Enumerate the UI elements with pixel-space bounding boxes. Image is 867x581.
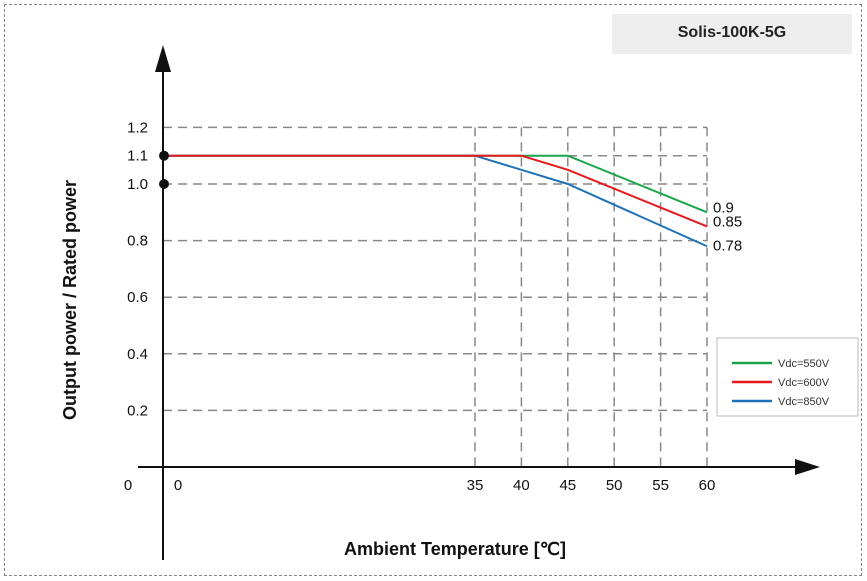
x-tick-label: 60 <box>699 477 716 494</box>
axis-marker-dot <box>159 150 169 161</box>
model-label: Solis-100K-5G <box>677 24 787 41</box>
axes <box>138 45 820 560</box>
axis-marker-dot <box>159 179 169 189</box>
x-tick-label: 55 <box>652 477 669 494</box>
legend-entry-label: Vdc=600V <box>778 377 830 389</box>
end-labels: 0.90.85 0.78 <box>713 199 742 254</box>
legend-box <box>716 337 859 417</box>
y-tick-label: 0.8 <box>127 233 148 250</box>
y-tick-label: 1.0 <box>127 176 148 193</box>
end-value-label: 0.9 <box>713 199 734 216</box>
markers <box>159 150 169 189</box>
y-axis-title: Output power / Rated power <box>60 180 80 420</box>
x-axis-title: Ambient Temperature [℃] <box>344 539 566 559</box>
end-value-label: 0.85 <box>713 213 742 230</box>
y-tick-label: 1.1 <box>127 148 148 165</box>
origin-label: 0 <box>124 477 132 494</box>
x-axis-arrow <box>795 459 820 475</box>
y-tick-label: 0.4 <box>127 346 148 363</box>
legend: Vdc=550V Vdc=600V Vdc=850V <box>716 337 859 417</box>
chart-frame <box>4 4 862 576</box>
x-tick-label: 45 <box>559 477 576 494</box>
y-tick-label: 1.2 <box>127 119 148 136</box>
legend-entry-label: Vdc=550V <box>778 358 830 370</box>
series-line-vdc-850v <box>164 154 708 248</box>
series-line-vdc-600v <box>164 154 708 228</box>
x-tick-label: 35 <box>467 477 484 494</box>
model-label-box: Solis-100K-5G <box>612 14 852 54</box>
end-value-label: 0.78 <box>713 237 742 254</box>
y-tick-label: 0.6 <box>127 289 148 306</box>
tick-labels: 0.2 0.4 0.6 0.8 1.0 1.1 1.2 0 35 40 45 50 55 60 <box>127 119 715 494</box>
y-axis-arrow <box>155 45 171 72</box>
series-lines <box>164 154 708 248</box>
y-tick-label: 0.2 <box>127 402 148 419</box>
legend-entry-label: Vdc=850V <box>778 396 830 408</box>
x-tick-label: 0 <box>174 477 182 494</box>
x-tick-label: 50 <box>606 477 623 494</box>
x-tick-label: 40 <box>513 477 530 494</box>
